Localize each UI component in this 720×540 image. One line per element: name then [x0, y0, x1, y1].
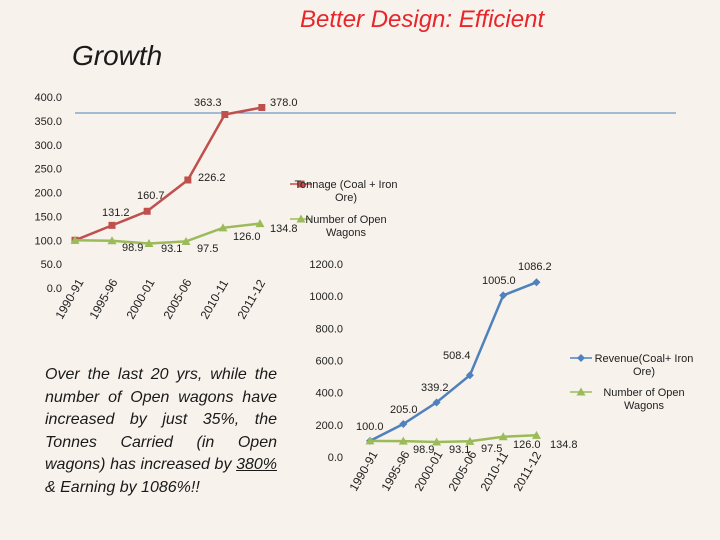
- bottom-x-tick-label: 2011-12: [510, 449, 544, 494]
- top-x-tick-label: 2005-06: [160, 276, 194, 321]
- top-data-point: [184, 176, 192, 184]
- bottom-data-label: 205.0: [390, 404, 418, 416]
- top-data-label: 97.5: [197, 243, 218, 255]
- top-x-tick-label: 2010-11: [197, 277, 231, 322]
- bottom-data-label: 339.2: [421, 382, 449, 394]
- top-data-point: [108, 221, 116, 229]
- bottom-data-label: 126.0: [513, 439, 541, 451]
- summary-part-2: & Earning by 1086%!!: [45, 478, 200, 496]
- top-data-point: [255, 219, 265, 228]
- top-y-tick-label: 50.0: [41, 259, 62, 271]
- slide-subtitle: Growth: [72, 40, 163, 71]
- bottom-y-tick-label: 200.0: [315, 420, 343, 432]
- bottom-legend-text: Ore): [633, 366, 655, 378]
- bottom-series-line: [369, 281, 537, 443]
- bottom-data-label: 98.9: [413, 444, 434, 456]
- top-legend-text: Tonnage (Coal + Iron: [294, 179, 397, 191]
- top-data-label: 98.9: [122, 242, 143, 254]
- bottom-data-point: [532, 430, 541, 439]
- bottom-data-point: [465, 371, 474, 380]
- bottom-y-tick-label: 600.0: [315, 356, 343, 368]
- bottom-data-point: [432, 437, 442, 446]
- bottom-series-line: [369, 434, 537, 444]
- bottom-data-point: [532, 278, 541, 287]
- bottom-data-point: [499, 291, 508, 300]
- summary-text: Over the last 20 yrs, while the number o…: [45, 364, 277, 499]
- top-data-point: [218, 223, 228, 232]
- bottom-data-label: 93.1: [449, 444, 470, 456]
- bottom-y-tick-label: 800.0: [315, 323, 343, 335]
- bottom-data-label: 134.8: [550, 439, 578, 451]
- top-y-tick-label: 300.0: [34, 140, 62, 152]
- top-series-line: [74, 222, 261, 245]
- top-data-point: [144, 239, 154, 248]
- top-y-tick-label: 200.0: [34, 188, 62, 200]
- bottom-y-tick-label: 400.0: [315, 388, 343, 400]
- bottom-data-label: 100.0: [356, 421, 384, 433]
- bottom-data-point: [432, 398, 441, 407]
- bottom-legend-text: Revenue(Coal+ Iron: [595, 353, 694, 365]
- top-data-point: [70, 235, 80, 244]
- top-data-point: [221, 111, 229, 119]
- top-legend-text: Number of Open: [305, 214, 386, 226]
- top-x-tick-label: 2011-12: [234, 277, 268, 322]
- top-data-label: 126.0: [233, 231, 261, 243]
- bottom-y-tick-label: 0.0: [328, 452, 343, 464]
- top-y-tick-label: 250.0: [34, 164, 62, 176]
- top-y-tick-label: 150.0: [34, 211, 62, 223]
- bottom-data-label: 97.5: [481, 443, 502, 455]
- bottom-data-point: [365, 436, 375, 445]
- top-data-point: [258, 104, 266, 112]
- bottom-x-tick-label: 1995-96: [378, 448, 412, 493]
- bottom-y-tick-label: 1200.0: [309, 259, 343, 271]
- top-data-label: 160.7: [137, 190, 165, 202]
- top-y-tick-label: 100.0: [34, 235, 62, 247]
- top-series-line: [74, 106, 263, 242]
- top-legend-text: Wagons: [326, 227, 366, 239]
- top-legend-marker: [297, 180, 305, 188]
- top-data-label: 363.3: [194, 97, 222, 109]
- top-data-label: 134.8: [270, 223, 298, 235]
- bottom-legend-text: Wagons: [624, 400, 664, 412]
- bottom-data-point: [498, 432, 508, 441]
- bottom-data-point: [399, 420, 408, 429]
- top-y-tick-label: 0.0: [47, 283, 62, 295]
- bottom-data-label: 1005.0: [482, 275, 516, 287]
- top-y-tick-label: 400.0: [34, 92, 62, 104]
- top-x-tick-label: 2000-01: [123, 276, 157, 321]
- bottom-data-point: [398, 436, 408, 445]
- bottom-legend-text: Number of Open: [603, 387, 684, 399]
- top-data-label: 226.2: [198, 172, 226, 184]
- top-y-tick-label: 350.0: [34, 116, 62, 128]
- bottom-legend-marker: [576, 387, 586, 396]
- bottom-y-tick-label: 1000.0: [309, 291, 343, 303]
- top-legend-marker: [296, 214, 306, 223]
- bottom-data-point: [465, 436, 475, 445]
- top-data-label: 378.0: [270, 97, 298, 109]
- top-x-tick-label: 1995-96: [86, 276, 120, 321]
- top-legend-text: Ore): [335, 192, 357, 204]
- top-data-label: 131.2: [102, 207, 130, 219]
- bottom-data-label: 1086.2: [518, 261, 552, 273]
- top-data-point: [143, 207, 151, 215]
- summary-highlight: 380%: [236, 456, 277, 473]
- bottom-x-tick-label: 2010-11: [477, 449, 511, 494]
- slide-title: Better Design: Efficient: [300, 6, 545, 33]
- bottom-legend-marker: [577, 354, 585, 362]
- top-data-label: 93.1: [161, 243, 182, 255]
- bottom-x-tick-label: 1990-91: [346, 448, 380, 493]
- top-data-point: [181, 236, 191, 245]
- top-data-point: [107, 236, 117, 245]
- bottom-data-label: 508.4: [443, 350, 471, 362]
- summary-part-1: Over the last 20 yrs, while the number o…: [45, 366, 277, 473]
